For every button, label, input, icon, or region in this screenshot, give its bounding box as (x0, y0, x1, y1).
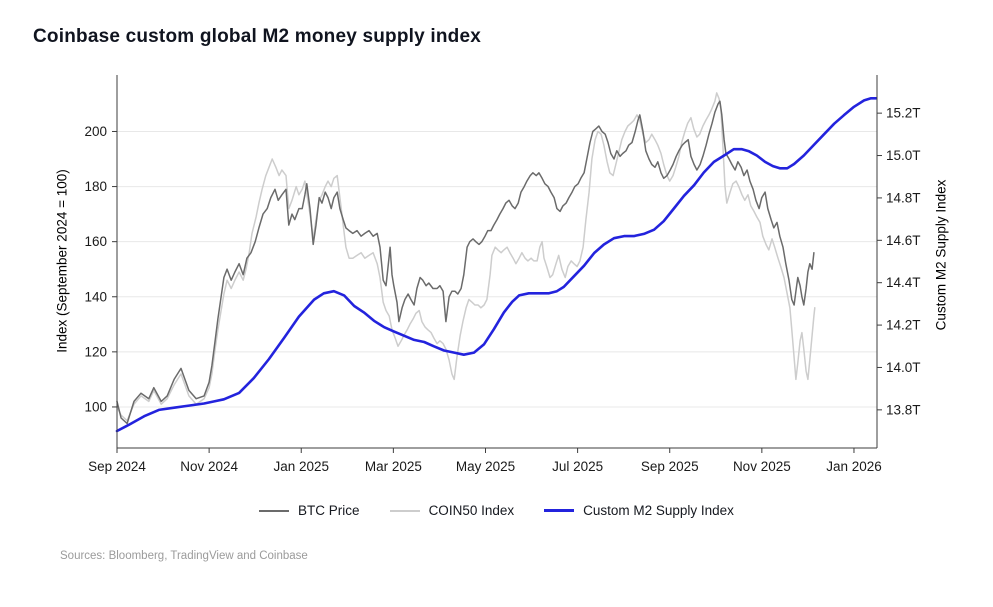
left-tick-label: 120 (84, 344, 107, 359)
right-tick-label: 14.6T (886, 233, 921, 248)
left-tick-label: 200 (84, 124, 107, 139)
right-tick-label: 14.4T (886, 275, 921, 290)
axes (112, 75, 882, 453)
legend-label-coin50: COIN50 Index (428, 503, 515, 518)
legend-item-btc: BTC Price (259, 503, 360, 518)
left-tick-label: 160 (84, 234, 107, 249)
btc-line-swatch (259, 509, 290, 512)
coin50-line-swatch (389, 509, 420, 512)
legend-item-m2: Custom M2 Supply Index (544, 503, 734, 518)
tick-labels: 100 120 140 160 180 200 13.8T 14.0T 14.2T 14.4T 14… (84, 106, 920, 474)
right-tick-label: 13.8T (886, 402, 921, 417)
right-axis-title: Custom M2 Supply Index (933, 179, 949, 331)
sources-note: Sources: Bloomberg, TradingView and Coin… (60, 550, 308, 562)
right-tick-label: 14.2T (886, 318, 921, 333)
right-tick-label: 15.0T (886, 148, 921, 163)
chart-title: Coinbase custom global M2 money supply i… (33, 26, 481, 47)
x-tick-label: Nov 2024 (180, 459, 238, 474)
coin50-index-line (116, 92, 816, 422)
left-axis-title: Index (September 2024 = 100) (54, 169, 70, 353)
right-tick-label: 15.2T (886, 106, 921, 121)
x-tick-label: May 2025 (456, 459, 515, 474)
legend-label-m2: Custom M2 Supply Index (583, 503, 734, 518)
x-tick-label: Nov 2025 (733, 459, 791, 474)
left-tick-label: 180 (84, 179, 107, 194)
x-tick-label: Jul 2025 (552, 459, 603, 474)
x-tick-label: Sep 2024 (88, 459, 146, 474)
btc-price-line (116, 100, 815, 425)
x-tick-label: Sep 2025 (641, 459, 699, 474)
x-tick-label: Mar 2025 (365, 459, 422, 474)
left-tick-label: 100 (84, 399, 107, 414)
gridlines (117, 130, 877, 408)
right-tick-label: 14.8T (886, 190, 921, 205)
x-tick-label: Jan 2026 (826, 459, 882, 474)
legend: BTC Price COIN50 Index Custom M2 Supply … (0, 503, 993, 518)
series-lines (115, 92, 878, 433)
left-tick-label: 140 (84, 289, 107, 304)
x-tick-label: Jan 2025 (273, 459, 329, 474)
right-tick-label: 14.0T (886, 360, 921, 375)
legend-item-coin50: COIN50 Index (389, 503, 515, 518)
custom-m2-supply-index-line (115, 97, 878, 433)
m2-line-swatch (544, 509, 575, 512)
legend-label-btc: BTC Price (298, 503, 360, 518)
